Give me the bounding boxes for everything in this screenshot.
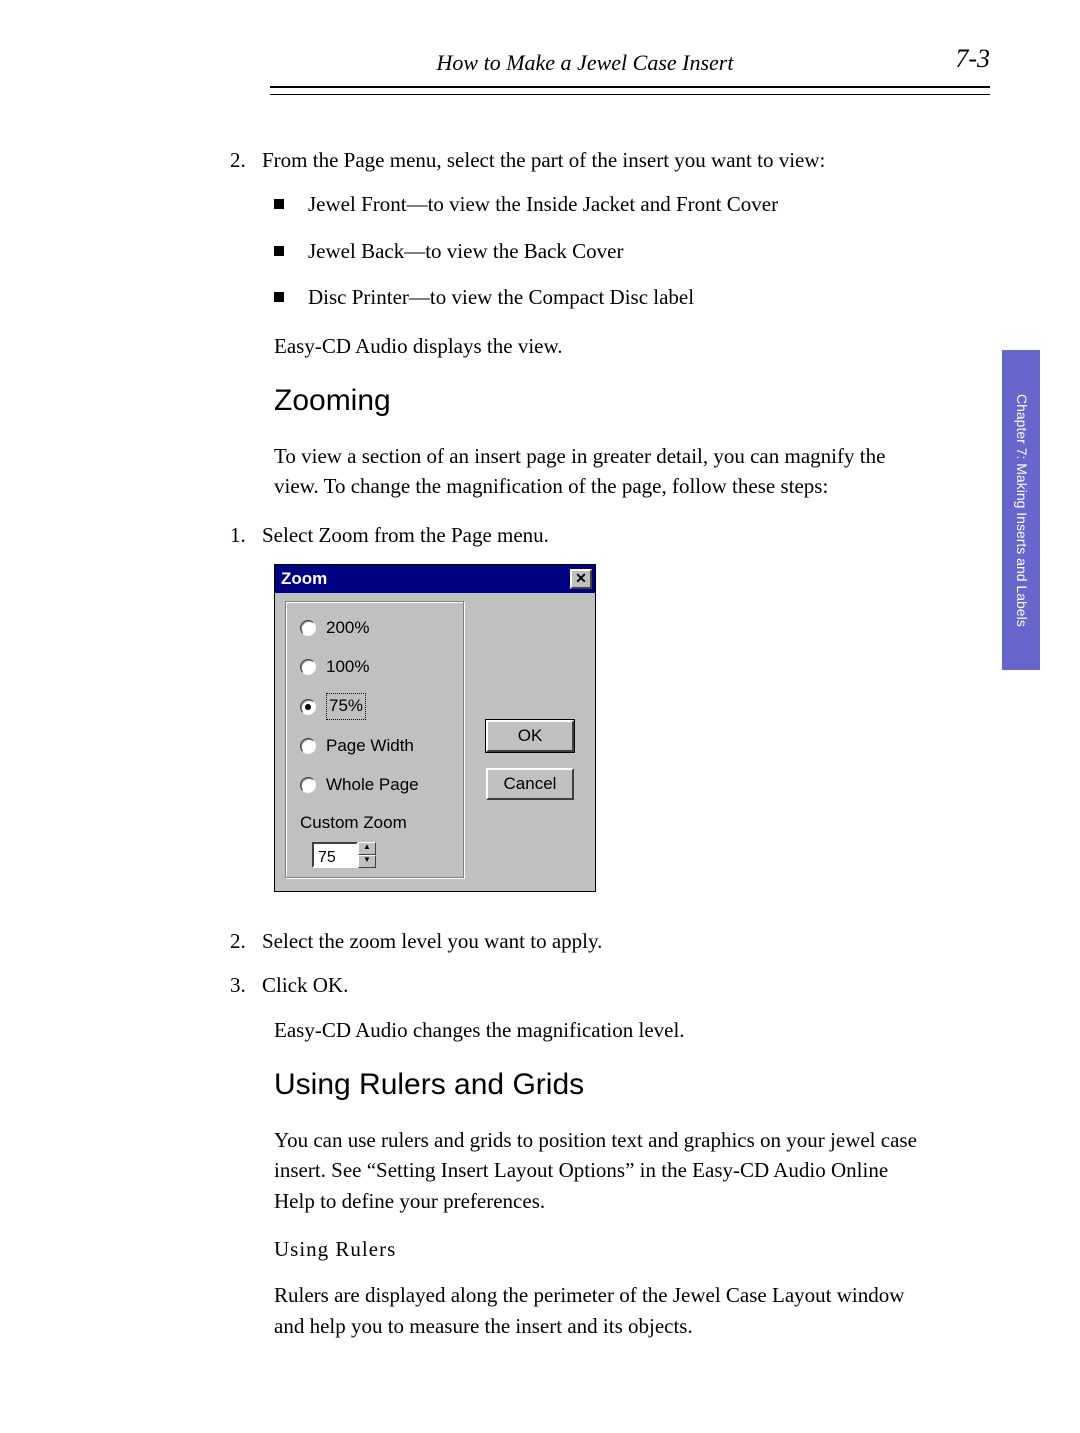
- step-number: 2.: [230, 145, 262, 175]
- custom-zoom-spinner[interactable]: 75 ▲ ▼: [312, 842, 382, 868]
- list-item: Jewel Front—to view the Inside Jacket an…: [274, 189, 930, 219]
- dialog-titlebar: Zoom ✕: [275, 565, 595, 593]
- bullet-text: Jewel Front—to view the Inside Jacket an…: [308, 189, 778, 219]
- cancel-button[interactable]: Cancel: [486, 768, 574, 800]
- radio-icon: [300, 659, 316, 675]
- custom-zoom-input[interactable]: 75: [312, 842, 358, 868]
- rulers-intro: You can use rulers and grids to position…: [274, 1125, 930, 1216]
- custom-zoom-label: Custom Zoom: [300, 811, 452, 836]
- list-item: Jewel Back—to view the Back Cover: [274, 236, 930, 266]
- bullet-text: Jewel Back—to view the Back Cover: [308, 236, 624, 266]
- bullet-list: Jewel Front—to view the Inside Jacket an…: [274, 189, 930, 312]
- close-button[interactable]: ✕: [570, 569, 592, 589]
- step-text: Click OK.: [262, 970, 930, 1000]
- zoom-step-1: 1. Select Zoom from the Page menu.: [230, 520, 930, 550]
- close-icon: ✕: [575, 570, 587, 586]
- zooming-intro: To view a section of an insert page in g…: [274, 441, 930, 502]
- step-number: 2.: [230, 926, 262, 956]
- radio-label: 100%: [326, 655, 369, 680]
- radio-page-width[interactable]: Page Width: [300, 734, 452, 759]
- dialog-title: Zoom: [281, 567, 327, 592]
- spin-up-button[interactable]: ▲: [358, 842, 376, 855]
- page-number: 7-3: [955, 44, 990, 74]
- step-number: 3.: [230, 970, 262, 1000]
- step-number: 1.: [230, 520, 262, 550]
- dialog-button-column: OK Cancel: [465, 601, 585, 879]
- result-text: Easy-CD Audio displays the view.: [274, 331, 930, 361]
- ok-button[interactable]: OK: [486, 720, 574, 752]
- radio-whole-page[interactable]: Whole Page: [300, 773, 452, 798]
- radio-icon: [300, 620, 316, 636]
- step-text: Select the zoom level you want to apply.: [262, 926, 930, 956]
- spin-down-button[interactable]: ▼: [358, 855, 376, 868]
- header-rule: [270, 94, 990, 95]
- zoom-dialog: Zoom ✕ 200% 100% 75: [274, 564, 596, 892]
- subheading-using-rulers: Using Rulers: [274, 1234, 930, 1264]
- step-2: 2. From the Page menu, select the part o…: [230, 145, 930, 175]
- step-text: Select Zoom from the Page menu.: [262, 520, 930, 550]
- zoom-result-text: Easy-CD Audio changes the magnification …: [274, 1015, 930, 1045]
- radio-icon: [300, 738, 316, 754]
- radio-label: 200%: [326, 616, 369, 641]
- zoom-options-group: 200% 100% 75% Page Width: [285, 601, 465, 879]
- content-area: 2. From the Page menu, select the part o…: [230, 145, 930, 1341]
- dialog-body: 200% 100% 75% Page Width: [275, 593, 595, 891]
- section-heading-rulers: Using Rulers and Grids: [274, 1063, 930, 1107]
- page: 7-3 How to Make a Jewel Case Insert Chap…: [0, 0, 1080, 1433]
- chapter-side-tab: Chapter 7: Making Inserts and Labels: [1002, 350, 1040, 670]
- radio-icon: [300, 699, 316, 715]
- radio-label: Whole Page: [326, 773, 419, 798]
- zoom-step-2: 2. Select the zoom level you want to app…: [230, 926, 930, 956]
- bullet-text: Disc Printer—to view the Compact Disc la…: [308, 282, 694, 312]
- bullet-icon: [274, 199, 284, 209]
- running-header: How to Make a Jewel Case Insert: [270, 50, 990, 88]
- spinner-buttons: ▲ ▼: [358, 842, 376, 868]
- bullet-icon: [274, 246, 284, 256]
- running-title: How to Make a Jewel Case Insert: [270, 50, 900, 76]
- bullet-icon: [274, 292, 284, 302]
- radio-label: Page Width: [326, 734, 414, 759]
- radio-icon: [300, 777, 316, 793]
- step-text: From the Page menu, select the part of t…: [262, 145, 930, 175]
- rulers-para-2: Rulers are displayed along the perimeter…: [274, 1280, 930, 1341]
- radio-75[interactable]: 75%: [300, 693, 452, 720]
- zoom-step-3: 3. Click OK.: [230, 970, 930, 1000]
- radio-200[interactable]: 200%: [300, 616, 452, 641]
- list-item: Disc Printer—to view the Compact Disc la…: [274, 282, 930, 312]
- radio-100[interactable]: 100%: [300, 655, 452, 680]
- radio-label: 75%: [326, 693, 366, 720]
- section-heading-zooming: Zooming: [274, 379, 930, 423]
